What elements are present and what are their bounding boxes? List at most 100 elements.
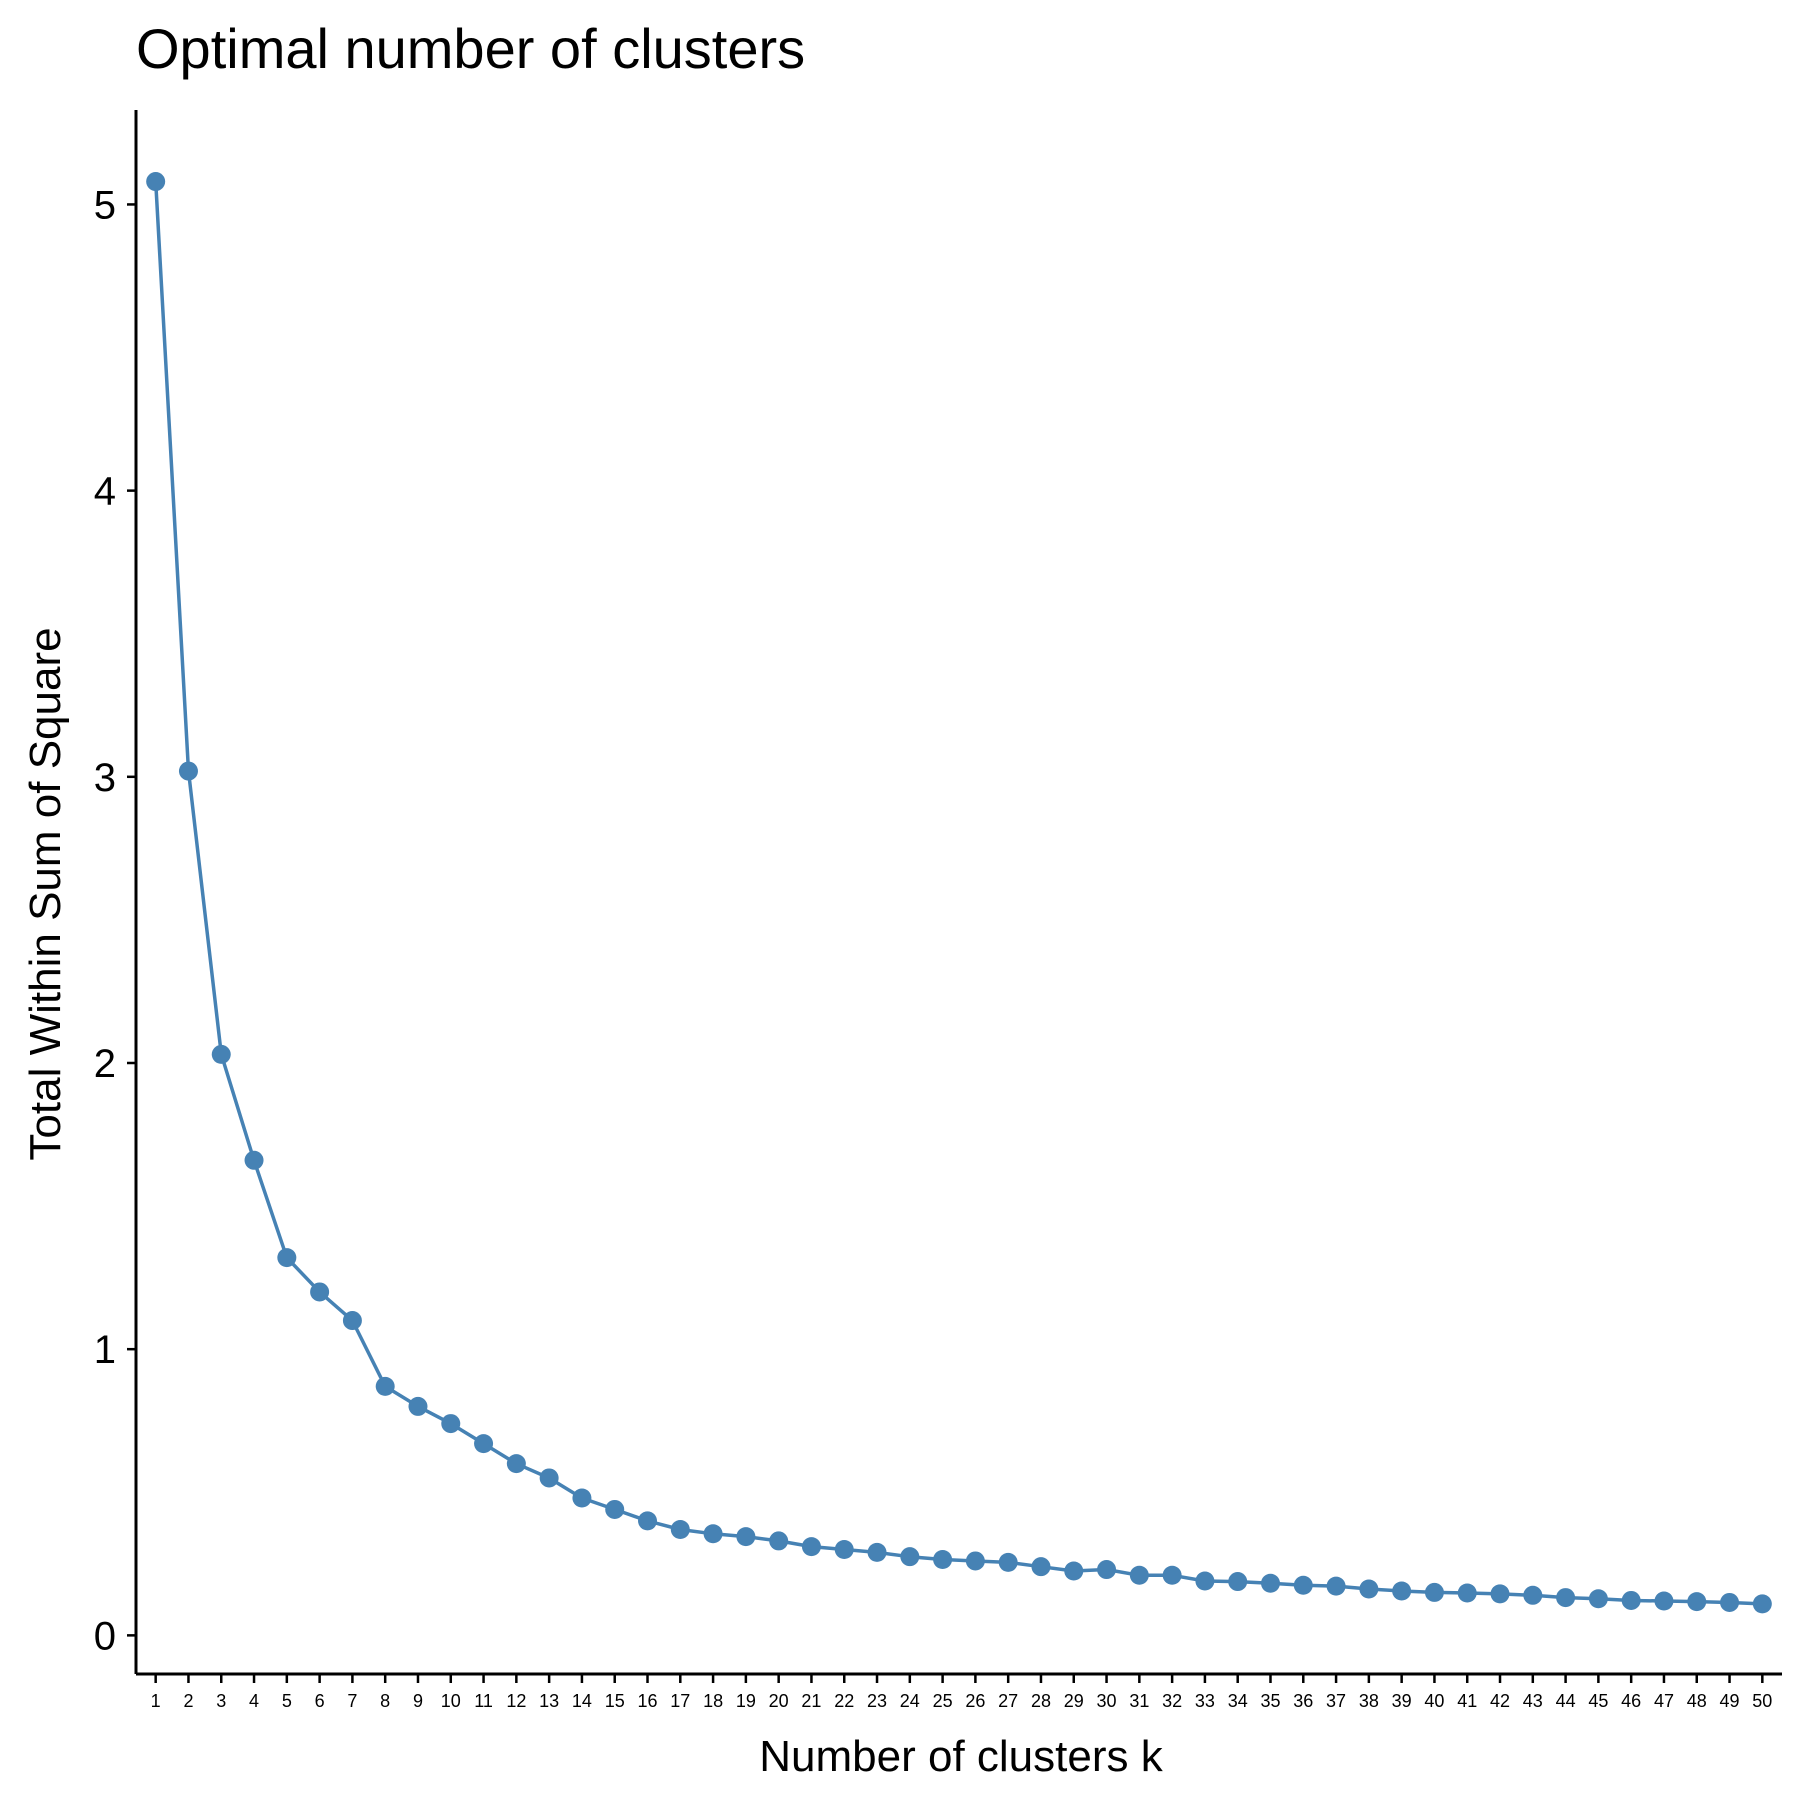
x-tick-label: 35: [1260, 1691, 1280, 1711]
x-tick-label: 40: [1424, 1691, 1444, 1711]
x-tick-label: 39: [1392, 1691, 1412, 1711]
data-point: [310, 1282, 330, 1302]
data-point: [375, 1376, 395, 1396]
data-point: [474, 1434, 494, 1454]
x-tick-label: 23: [867, 1691, 887, 1711]
data-point: [1064, 1561, 1084, 1581]
x-tick-label: 33: [1195, 1691, 1215, 1711]
data-point: [998, 1552, 1018, 1572]
data-point: [703, 1524, 723, 1544]
data-point: [408, 1396, 428, 1416]
data-point: [1621, 1590, 1641, 1610]
data-point: [1326, 1576, 1346, 1596]
y-axis-ticks: 0 1 2 3 4 5: [94, 183, 136, 1658]
data-point: [670, 1519, 690, 1539]
data-point: [1424, 1582, 1444, 1602]
x-tick-label: 18: [703, 1691, 723, 1711]
x-tick-label: 46: [1621, 1691, 1641, 1711]
data-point: [146, 172, 166, 192]
x-tick-label: 16: [637, 1691, 657, 1711]
x-tick-label: 50: [1752, 1691, 1772, 1711]
data-point: [867, 1542, 887, 1562]
data-point: [638, 1511, 658, 1531]
x-tick-label: 26: [965, 1691, 985, 1711]
data-point: [1392, 1581, 1412, 1601]
x-tick-label: 44: [1556, 1691, 1576, 1711]
y-tick-label: 5: [94, 183, 116, 227]
series-line: [153, 181, 1763, 1606]
x-axis-title: Number of clusters k: [759, 1732, 1163, 1781]
data-point: [769, 1531, 789, 1551]
data-point: [736, 1527, 756, 1547]
y-tick-label: 2: [94, 1042, 116, 1086]
x-tick-label: 5: [282, 1691, 292, 1711]
x-tick-label: 15: [605, 1691, 625, 1711]
x-tick-label: 10: [441, 1691, 461, 1711]
data-point: [965, 1551, 985, 1571]
x-tick-label: 49: [1720, 1691, 1740, 1711]
x-tick-label: 1: [151, 1691, 161, 1711]
y-tick-label: 1: [94, 1328, 116, 1372]
data-point: [1228, 1572, 1248, 1592]
x-tick-label: 42: [1490, 1691, 1510, 1711]
data-point: [1654, 1591, 1674, 1611]
y-axis-title: Total Within Sum of Square: [21, 627, 70, 1160]
x-tick-label: 28: [1031, 1691, 1051, 1711]
x-tick-label: 2: [183, 1691, 193, 1711]
x-tick-label: 30: [1097, 1691, 1117, 1711]
data-point: [244, 1150, 264, 1170]
x-tick-label: 6: [315, 1691, 325, 1711]
x-axis-ticks: 1 2 3 4 5 6 7 8 9 10 11 12 13 14 15 16 17 18 19 20 21 22 23 24 2…: [151, 1674, 1772, 1711]
data-point: [277, 1248, 297, 1268]
x-tick-label: 3: [216, 1691, 226, 1711]
x-tick-label: 11: [474, 1691, 493, 1711]
x-tick-label: 34: [1228, 1691, 1248, 1711]
x-tick-label: 41: [1457, 1691, 1477, 1711]
data-point: [178, 761, 198, 781]
data-point: [1687, 1592, 1707, 1612]
x-tick-label: 38: [1359, 1691, 1379, 1711]
data-point: [1457, 1583, 1477, 1603]
x-tick-label: 37: [1326, 1691, 1346, 1711]
data-point: [211, 1044, 231, 1064]
x-tick-label: 29: [1064, 1691, 1084, 1711]
x-tick-label: 8: [380, 1691, 390, 1711]
data-point: [1097, 1560, 1117, 1580]
x-tick-label: 14: [572, 1691, 592, 1711]
data-point: [1490, 1584, 1510, 1604]
data-point: [1556, 1588, 1576, 1608]
x-tick-label: 7: [347, 1691, 357, 1711]
x-tick-label: 25: [933, 1691, 953, 1711]
x-tick-label: 32: [1162, 1691, 1182, 1711]
x-tick-label: 45: [1588, 1691, 1608, 1711]
x-tick-label: 48: [1687, 1691, 1707, 1711]
x-tick-label: 24: [900, 1691, 920, 1711]
x-tick-label: 43: [1523, 1691, 1543, 1711]
data-point: [441, 1414, 461, 1434]
data-point: [900, 1547, 920, 1567]
data-point: [1260, 1573, 1280, 1593]
data-points: [146, 172, 1772, 1614]
x-tick-label: 13: [539, 1691, 559, 1711]
x-tick-label: 47: [1654, 1691, 1674, 1711]
x-tick-label: 22: [834, 1691, 854, 1711]
data-point: [1588, 1589, 1608, 1609]
x-tick-label: 19: [736, 1691, 756, 1711]
data-point: [1195, 1571, 1215, 1591]
x-tick-label: 20: [769, 1691, 789, 1711]
data-point: [539, 1468, 559, 1488]
data-point: [933, 1550, 953, 1570]
data-point: [1752, 1594, 1772, 1614]
data-point: [834, 1540, 854, 1560]
x-tick-label: 4: [249, 1691, 259, 1711]
x-tick-label: 31: [1129, 1691, 1149, 1711]
y-tick-label: 0: [94, 1614, 116, 1658]
data-point: [605, 1499, 625, 1519]
data-point: [1293, 1575, 1313, 1595]
data-point: [342, 1311, 362, 1331]
x-tick-label: 17: [670, 1691, 690, 1711]
x-tick-label: 21: [801, 1691, 821, 1711]
data-point: [801, 1537, 821, 1557]
data-point: [1031, 1557, 1051, 1577]
